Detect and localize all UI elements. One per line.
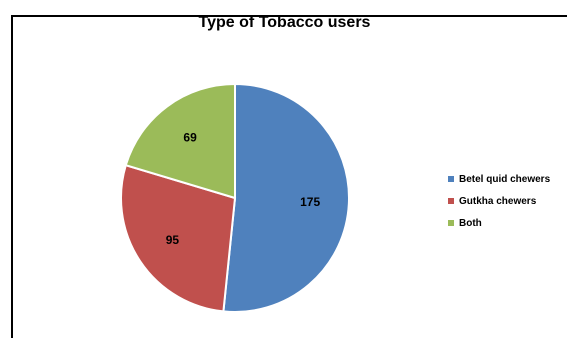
legend-swatch xyxy=(448,198,454,204)
chart-title: Type of Tobacco users xyxy=(198,14,371,31)
legend: Betel quid chewers Gutkha chewers Both xyxy=(448,168,550,234)
legend-item-gutkha-chewers: Gutkha chewers xyxy=(448,190,550,212)
legend-label: Betel quid chewers xyxy=(459,173,551,185)
legend-item-both: Both xyxy=(448,212,550,234)
legend-swatch xyxy=(448,176,454,182)
data-label-betel-quid-chewers: 175 xyxy=(300,195,320,209)
pie-slice-gutkha-chewers xyxy=(120,163,237,313)
pie-slice-both xyxy=(124,82,236,200)
data-label-both: 69 xyxy=(183,131,197,145)
legend-swatch xyxy=(448,220,454,226)
legend-item-betel-quid-chewers: Betel quid chewers xyxy=(448,168,550,190)
pie-slice-betel-quid-chewers xyxy=(222,82,350,313)
data-label-gutkha-chewers: 95 xyxy=(166,233,180,247)
legend-label: Both xyxy=(459,217,482,229)
legend-label: Gutkha chewers xyxy=(459,195,537,207)
